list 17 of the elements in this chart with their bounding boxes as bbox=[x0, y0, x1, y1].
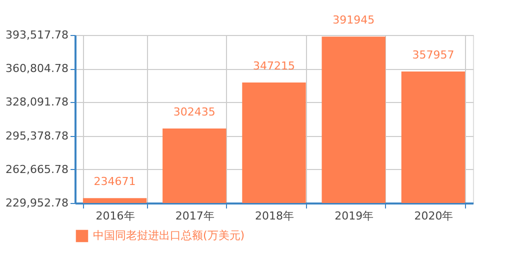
y-tick-label: 295,378.78 bbox=[6, 129, 68, 142]
data-label: 302435 bbox=[173, 106, 216, 119]
y-tick-label: 262,665.78 bbox=[6, 162, 68, 176]
x-tick-label: 2017年 bbox=[175, 210, 214, 222]
y-tick-label: 328,091.78 bbox=[6, 96, 68, 109]
data-label: 347215 bbox=[253, 60, 295, 73]
y-tick-label: 229,952.78 bbox=[6, 196, 68, 210]
y-tick-label: 360,804.78 bbox=[6, 62, 68, 76]
x-tick-label: 2019年 bbox=[334, 210, 374, 222]
data-label: 357957 bbox=[412, 48, 454, 62]
x-tick-label: 2020年 bbox=[414, 210, 454, 222]
y-tick-label: 393,517.78 bbox=[6, 28, 68, 42]
legend-label: 中国同老挝进出口总额(万美元) bbox=[93, 229, 245, 242]
x-tick-label: 2018年 bbox=[255, 210, 294, 222]
data-label: 391945 bbox=[332, 14, 375, 27]
x-tick-label: 2016年 bbox=[96, 210, 135, 222]
data-label: 234671 bbox=[94, 175, 136, 188]
